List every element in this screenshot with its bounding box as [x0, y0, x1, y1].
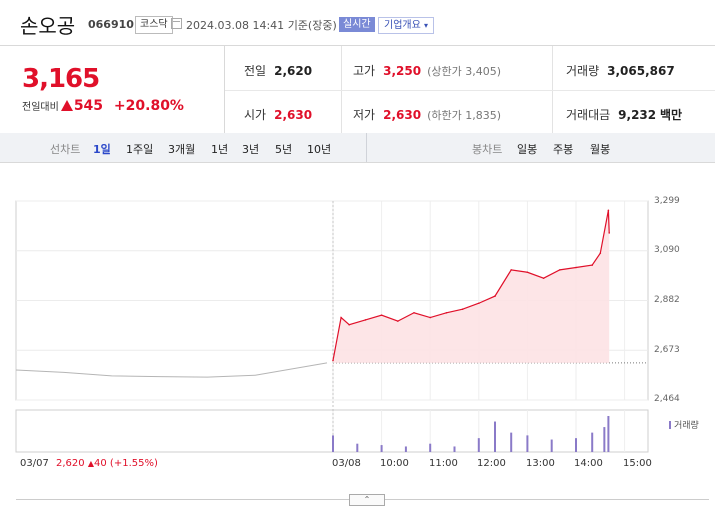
- price-point: [340, 316, 342, 319]
- calendar-icon: [171, 18, 182, 29]
- price-change: 전일대비 545 +20.80%: [22, 98, 184, 114]
- volume-bar: [332, 435, 334, 452]
- x-tick-label: 13:00: [526, 458, 555, 469]
- volume-bar: [380, 445, 383, 452]
- volume-bar: [356, 443, 359, 452]
- price-point: [607, 209, 610, 212]
- volume: 거래량 3,065,867: [566, 64, 675, 78]
- volume-bar: [550, 439, 553, 452]
- tab-3y[interactable]: 3년: [242, 143, 260, 156]
- y-tick-label: 2,882: [654, 295, 680, 305]
- market-badge: 코스닥: [135, 16, 173, 34]
- prev-day-info: 03/07 2,620 ▲40 (+1.55%): [20, 458, 158, 469]
- volume-bar: [510, 432, 513, 452]
- price-point: [348, 323, 351, 326]
- volume-bar: [575, 438, 577, 452]
- x-tick-label: 14:00: [574, 458, 603, 469]
- prev-day-date: 03/07: [20, 458, 49, 469]
- stock-name: 손오공: [20, 14, 76, 38]
- collapse-button[interactable]: ⌃: [349, 494, 385, 506]
- up-triangle-icon: [60, 100, 73, 111]
- prev-close: 전일 2,620: [244, 64, 313, 78]
- y-tick-label: 2,673: [654, 345, 680, 355]
- price-point: [461, 308, 464, 310]
- tab-1d[interactable]: 1일: [93, 143, 111, 156]
- volume-bar: [526, 435, 529, 452]
- volume-bar: [404, 446, 407, 452]
- volume-bar: [603, 427, 606, 452]
- price-area-fill: [333, 210, 610, 363]
- volume-bar: [494, 421, 496, 452]
- price-point: [478, 302, 480, 305]
- price-point: [599, 252, 602, 254]
- price-summary: 3,165 전일대비 545 +20.80% 전일 2,620 고가 3,250 (상한…: [0, 45, 715, 135]
- y-tick-label: 3,090: [654, 245, 680, 255]
- current-price: 3,165: [22, 64, 100, 94]
- x-tick-label: 15:00: [623, 458, 652, 469]
- tab-1w[interactable]: 1주일: [126, 143, 154, 156]
- company-info-button[interactable]: 기업개요 ▾: [378, 17, 435, 34]
- price-point: [429, 316, 432, 319]
- prev-day-change: ▲40 (+1.55%): [87, 458, 158, 469]
- price-point: [397, 320, 399, 322]
- chevron-up-icon: ⌃: [363, 495, 371, 504]
- day-low: 저가 2,630 (하한가 1,835): [353, 108, 501, 122]
- volume-bar: [453, 446, 456, 452]
- price-point: [494, 295, 496, 297]
- tab-10y[interactable]: 10년: [307, 143, 332, 156]
- price-point: [542, 277, 545, 280]
- tab-monthly[interactable]: 월봉: [590, 143, 611, 156]
- volume-bar: [607, 416, 610, 452]
- tab-1y[interactable]: 1년: [211, 143, 229, 156]
- y-tick-label: 3,299: [654, 196, 680, 206]
- price-point: [608, 232, 611, 234]
- price-point: [332, 359, 334, 362]
- volume-legend: 거래량: [669, 418, 699, 431]
- prev-day-line: [15, 362, 328, 378]
- quote-time: 2024.03.08 14:41 기준(장중): [186, 19, 337, 32]
- x-tick-label: 03/08: [332, 458, 361, 469]
- tab-3m[interactable]: 3개월: [168, 143, 196, 156]
- change-percent: +20.80%: [113, 98, 184, 114]
- tab-weekly[interactable]: 주봉: [553, 143, 574, 156]
- prev-day-close: 2,620: [56, 458, 85, 469]
- tab-daily[interactable]: 일봉: [517, 143, 538, 156]
- price-point: [364, 319, 367, 321]
- change-label: 전일대비: [22, 102, 59, 113]
- volume-bar: [429, 443, 432, 452]
- tab-5y[interactable]: 5년: [275, 143, 293, 156]
- stock-code: 066910: [88, 18, 134, 31]
- price-point: [559, 269, 561, 271]
- volume-bar: [477, 438, 480, 452]
- price-point: [575, 266, 577, 269]
- divider: [225, 90, 715, 91]
- change-amount: 545: [73, 98, 104, 114]
- volume-bar: [591, 432, 594, 452]
- x-tick-label: 11:00: [429, 458, 458, 469]
- chevron-down-icon: ▾: [424, 21, 429, 30]
- price-point: [526, 271, 529, 274]
- price-point: [445, 311, 448, 314]
- stock-header: 손오공 066910 코스닥 2024.03.08 14:41 기준(장중) 실…: [0, 0, 715, 40]
- divider: [366, 133, 367, 162]
- price-point: [413, 311, 415, 314]
- day-high: 고가 3,250 (상한가 3,405): [353, 64, 501, 78]
- price-point: [591, 264, 593, 266]
- realtime-badge[interactable]: 실시간: [339, 17, 375, 32]
- candle-chart-label: 봉차트: [472, 143, 503, 156]
- current-price-box: 3,165 전일대비 545 +20.80%: [0, 46, 225, 134]
- x-tick-label: 12:00: [477, 458, 506, 469]
- price-point: [510, 269, 512, 271]
- trade-amount: 거래대금 9,232 백만: [566, 108, 683, 122]
- open-price: 시가 2,630: [244, 108, 313, 122]
- price-point: [380, 314, 383, 316]
- chart-tabs: 선차트 1일 1주일 3개월 1년 3년 5년 10년 봉차트 일봉 주봉 월봉: [0, 133, 715, 163]
- line-chart-label: 선차트: [50, 143, 81, 156]
- y-tick-label: 2,464: [654, 394, 680, 404]
- x-tick-label: 10:00: [380, 458, 409, 469]
